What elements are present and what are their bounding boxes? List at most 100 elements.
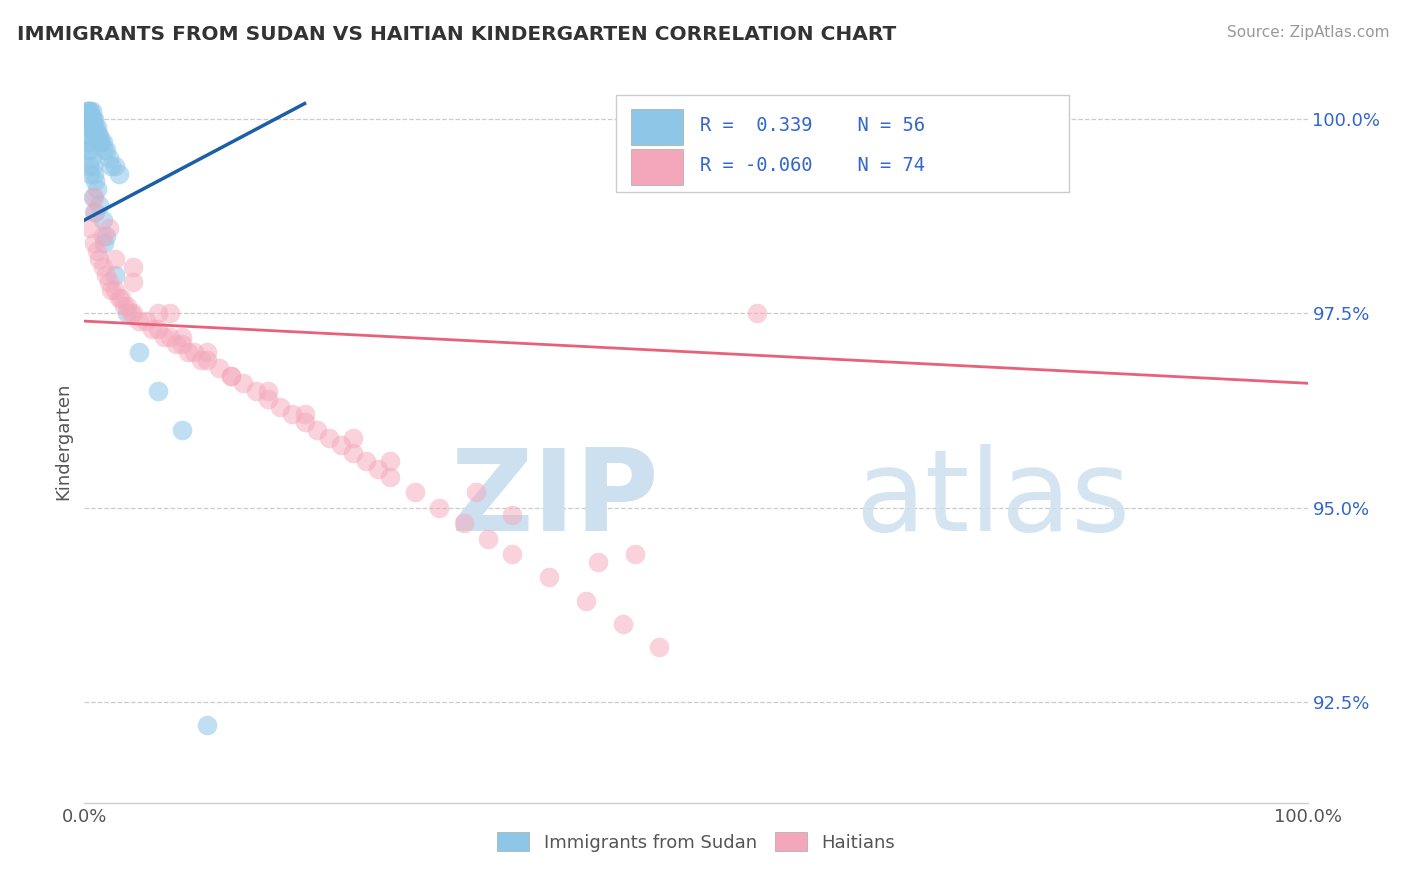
Point bbox=[93, 143, 115, 157]
Point bbox=[245, 384, 267, 398]
Point bbox=[84, 128, 107, 142]
Point bbox=[86, 244, 108, 259]
Point bbox=[79, 220, 101, 235]
Point bbox=[747, 306, 769, 320]
Point bbox=[80, 151, 103, 165]
FancyBboxPatch shape bbox=[631, 149, 682, 185]
Point bbox=[83, 120, 105, 134]
Point bbox=[91, 136, 114, 150]
Legend: Immigrants from Sudan, Haitians: Immigrants from Sudan, Haitians bbox=[489, 825, 903, 859]
Point bbox=[90, 136, 112, 150]
Point bbox=[86, 120, 108, 134]
Point bbox=[269, 400, 291, 414]
Point bbox=[146, 384, 169, 398]
Point bbox=[89, 136, 111, 150]
Point bbox=[77, 143, 100, 157]
Point bbox=[122, 275, 145, 289]
Point bbox=[232, 376, 254, 391]
Point bbox=[84, 120, 107, 134]
Point bbox=[77, 120, 100, 134]
Point bbox=[76, 104, 98, 119]
Point bbox=[122, 306, 145, 320]
FancyBboxPatch shape bbox=[631, 109, 682, 145]
Point bbox=[91, 228, 114, 243]
Text: R = -0.060    N = 74: R = -0.060 N = 74 bbox=[700, 156, 925, 175]
Point bbox=[79, 120, 101, 134]
Point bbox=[172, 423, 194, 437]
Point bbox=[648, 640, 671, 655]
Point bbox=[77, 104, 100, 119]
Point bbox=[624, 547, 647, 561]
Point bbox=[453, 516, 475, 530]
Point bbox=[107, 167, 129, 181]
Point bbox=[82, 190, 104, 204]
Point bbox=[86, 182, 108, 196]
FancyBboxPatch shape bbox=[616, 95, 1069, 193]
Point bbox=[79, 143, 101, 157]
Point bbox=[79, 112, 101, 127]
Point bbox=[330, 438, 353, 452]
Text: IMMIGRANTS FROM SUDAN VS HAITIAN KINDERGARTEN CORRELATION CHART: IMMIGRANTS FROM SUDAN VS HAITIAN KINDERG… bbox=[17, 25, 896, 44]
Point bbox=[87, 252, 110, 266]
Point bbox=[195, 345, 218, 359]
Point bbox=[83, 112, 105, 127]
Point bbox=[93, 236, 115, 251]
Point bbox=[80, 120, 103, 134]
Point bbox=[380, 469, 402, 483]
Point bbox=[87, 136, 110, 150]
Point bbox=[96, 143, 118, 157]
Point bbox=[80, 104, 103, 119]
Point bbox=[146, 306, 169, 320]
Point bbox=[342, 431, 364, 445]
Point bbox=[318, 431, 340, 445]
Point bbox=[869, 120, 891, 134]
Point bbox=[612, 617, 634, 632]
Point bbox=[575, 594, 598, 608]
Point bbox=[165, 337, 187, 351]
Point bbox=[77, 112, 100, 127]
Point bbox=[77, 159, 100, 173]
Point bbox=[77, 136, 100, 150]
Point bbox=[367, 461, 389, 475]
Point bbox=[87, 128, 110, 142]
Point bbox=[294, 415, 316, 429]
Point bbox=[404, 485, 426, 500]
Point bbox=[79, 167, 101, 181]
Point bbox=[477, 532, 499, 546]
Point bbox=[91, 260, 114, 274]
Point bbox=[82, 159, 104, 173]
Point bbox=[177, 345, 200, 359]
Point bbox=[146, 322, 169, 336]
Point bbox=[83, 236, 105, 251]
Point bbox=[82, 120, 104, 134]
Point bbox=[294, 408, 316, 422]
Point bbox=[100, 283, 122, 297]
Point bbox=[380, 454, 402, 468]
Point bbox=[219, 368, 242, 383]
Point bbox=[159, 329, 181, 343]
Point bbox=[96, 228, 118, 243]
Point bbox=[183, 345, 205, 359]
Text: ZIP: ZIP bbox=[451, 444, 659, 555]
Point bbox=[135, 314, 157, 328]
Point bbox=[120, 306, 142, 320]
Point bbox=[128, 314, 150, 328]
Point bbox=[104, 268, 127, 282]
Point bbox=[153, 329, 176, 343]
Point bbox=[83, 190, 105, 204]
Point bbox=[128, 345, 150, 359]
Point bbox=[87, 197, 110, 211]
Point bbox=[76, 136, 98, 150]
Point bbox=[354, 454, 377, 468]
Point bbox=[107, 291, 129, 305]
Point bbox=[502, 508, 524, 523]
Point bbox=[104, 283, 127, 297]
Text: R =  0.339    N = 56: R = 0.339 N = 56 bbox=[700, 116, 925, 136]
Point bbox=[80, 112, 103, 127]
Point bbox=[172, 337, 194, 351]
Point bbox=[91, 213, 114, 227]
Point bbox=[195, 718, 218, 732]
Point bbox=[83, 167, 105, 181]
Point bbox=[122, 260, 145, 274]
Point bbox=[464, 485, 486, 500]
